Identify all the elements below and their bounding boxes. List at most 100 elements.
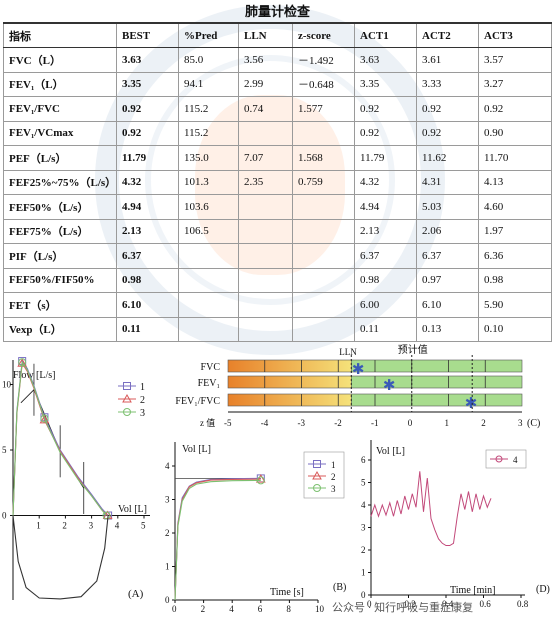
cell-act1: 0.11 bbox=[354, 316, 417, 342]
panel-label-d: (D) bbox=[536, 584, 550, 595]
point-a-peak-3 bbox=[18, 358, 27, 367]
legend-a-marker bbox=[123, 408, 131, 416]
tick-label-a-x: 1 bbox=[36, 521, 41, 531]
cell-act2: 3.33 bbox=[416, 71, 479, 97]
cell-act2: 2.06 bbox=[416, 218, 479, 244]
cell-pred bbox=[178, 292, 239, 318]
cell-act1: 11.79 bbox=[354, 145, 417, 171]
panel-label-b: (B) bbox=[333, 582, 346, 593]
cell-zscore: 0.759 bbox=[292, 169, 355, 195]
legend-a-label: 3 bbox=[140, 408, 145, 419]
page-title: 肺量计检查 bbox=[244, 5, 310, 20]
cell-label: FET（s） bbox=[3, 292, 117, 318]
tick-label-a-y: 0 bbox=[2, 511, 7, 521]
footer-watermark-text: 公众号 · 知行呼吸与重症康复 bbox=[332, 600, 473, 614]
col-header-act2: ACT2 bbox=[416, 22, 479, 48]
cell-best: 6.10 bbox=[116, 292, 179, 318]
cell-zscore bbox=[292, 120, 355, 146]
tick-label-a-x: 3 bbox=[89, 521, 94, 531]
cell-zscore: 1.568 bbox=[292, 145, 355, 171]
axis-a-xlabel: Vol [L] bbox=[118, 504, 147, 515]
point-b-end-2 bbox=[255, 474, 266, 483]
tick-label-b-y: 4 bbox=[165, 461, 170, 471]
legend-d-marker bbox=[495, 455, 503, 463]
table-row: PIF（L/s） 6.37 6.37 6.37 6.36 bbox=[3, 243, 552, 269]
tick-label-d-y: 1 bbox=[361, 568, 366, 578]
tick-label-b-y: 0 bbox=[165, 595, 170, 605]
zscore-marker-c-0: ✱ bbox=[352, 362, 365, 378]
axis-d-ylabel: Vol [L] bbox=[376, 446, 405, 457]
cell-act3: 0.90 bbox=[478, 120, 552, 146]
tick-label-d-x: 0.6 bbox=[480, 599, 492, 609]
table-row: FEF75%（L/s） 2.13 106.5 2.13 2.06 1.97 bbox=[3, 218, 552, 244]
cell-act2: 0.92 bbox=[416, 96, 479, 122]
legend-a-marker bbox=[122, 393, 132, 403]
series-b-1 bbox=[174, 477, 261, 601]
tick-label-a-y: 10 bbox=[2, 380, 12, 390]
col-header-zscore: z-score bbox=[292, 22, 355, 48]
series-a-3 bbox=[12, 360, 107, 516]
tick-label-a-x: 5 bbox=[141, 521, 146, 531]
table-row: FEF50%（L/s） 4.94 103.6 4.94 5.03 4.60 bbox=[3, 194, 552, 220]
legend-a-label: 2 bbox=[140, 395, 145, 406]
zscore-marker-c-1: ✱ bbox=[383, 378, 396, 394]
label-lln: LLN bbox=[339, 347, 357, 357]
bar-c-normal-0 bbox=[350, 359, 523, 373]
cell-zscore bbox=[292, 267, 355, 293]
cell-label: PEF（L/s） bbox=[3, 145, 117, 171]
cell-act1: 0.92 bbox=[354, 96, 417, 122]
cell-act2: 0.13 bbox=[416, 316, 479, 342]
cell-pred bbox=[178, 316, 239, 342]
tick-label-c-x: -3 bbox=[298, 418, 306, 428]
axis-b-xlabel: Time [s] bbox=[270, 587, 304, 598]
cell-pred: 115.2 bbox=[178, 96, 239, 122]
table-row: FEV₁（L） 3.35 94.1 2.99 －0.648 3.35 3.33 3.27 bbox=[3, 71, 552, 97]
table-row: FEV₁/VCmax 0.92 115.2 0.92 0.92 0.90 bbox=[3, 120, 552, 146]
col-header-act3: ACT3 bbox=[478, 22, 552, 48]
cell-pred: 85.0 bbox=[178, 47, 239, 73]
cell-act1: 3.35 bbox=[354, 71, 417, 97]
tick-label-c-x: 0 bbox=[408, 418, 413, 428]
bar-c-normal-1 bbox=[350, 375, 523, 389]
col-header-lln: LLN bbox=[238, 22, 293, 48]
tick-label-d-y: 6 bbox=[361, 455, 366, 465]
tick-label-d-y: 3 bbox=[361, 523, 366, 533]
tick-label-d-x: 0.2 bbox=[405, 599, 416, 609]
tick-label-b-y: 2 bbox=[165, 528, 170, 538]
tick-label-b-x: 2 bbox=[201, 604, 206, 614]
col-header-act1: ACT1 bbox=[354, 22, 417, 48]
cell-act1: 0.98 bbox=[354, 267, 417, 293]
cell-label: FEF50%/FIF50% bbox=[3, 267, 117, 293]
tick-label-a-x: 2 bbox=[62, 521, 67, 531]
cell-act1: 6.00 bbox=[354, 292, 417, 318]
cell-act1: 3.63 bbox=[354, 47, 417, 73]
cell-label: FEF25%~75%（L/s） bbox=[3, 169, 117, 195]
tick-label-c-x: 3 bbox=[518, 418, 523, 428]
cell-act3: 0.98 bbox=[478, 267, 552, 293]
cell-lln: 2.35 bbox=[238, 169, 293, 195]
cell-label: FEV₁（L） bbox=[3, 71, 117, 97]
axis-d-xlabel: Time [min] bbox=[450, 585, 495, 596]
tick-label-a-x: 4 bbox=[115, 521, 120, 531]
table-row: FEV₁/FVC 0.92 115.2 0.74 1.577 0.92 0.92 0.92 bbox=[3, 96, 552, 122]
cell-best: 3.35 bbox=[116, 71, 179, 97]
series-b-2 bbox=[174, 478, 261, 601]
panel-label-c: (C) bbox=[527, 418, 540, 429]
cell-label: PIF（L/s） bbox=[3, 243, 117, 269]
cell-best: 2.13 bbox=[116, 218, 179, 244]
cell-lln bbox=[238, 292, 293, 318]
series-d-4 bbox=[370, 471, 492, 546]
legend-b-label: 2 bbox=[331, 472, 336, 482]
series-b-3 bbox=[174, 479, 261, 601]
row-label-c-1: FEV₁ bbox=[198, 378, 220, 389]
label-predicted: 预计值 bbox=[398, 343, 428, 356]
legend-b-label: 1 bbox=[331, 460, 336, 470]
cell-act3: 1.97 bbox=[478, 218, 552, 244]
axis-b-ylabel: Vol [L] bbox=[182, 444, 211, 455]
tick-label-b-y: 3 bbox=[165, 495, 170, 505]
axis-c-xlabel: z 值 bbox=[200, 417, 215, 428]
legend-b-marker bbox=[312, 470, 322, 480]
cell-best: 0.92 bbox=[116, 96, 179, 122]
cell-act3: 3.27 bbox=[478, 71, 552, 97]
